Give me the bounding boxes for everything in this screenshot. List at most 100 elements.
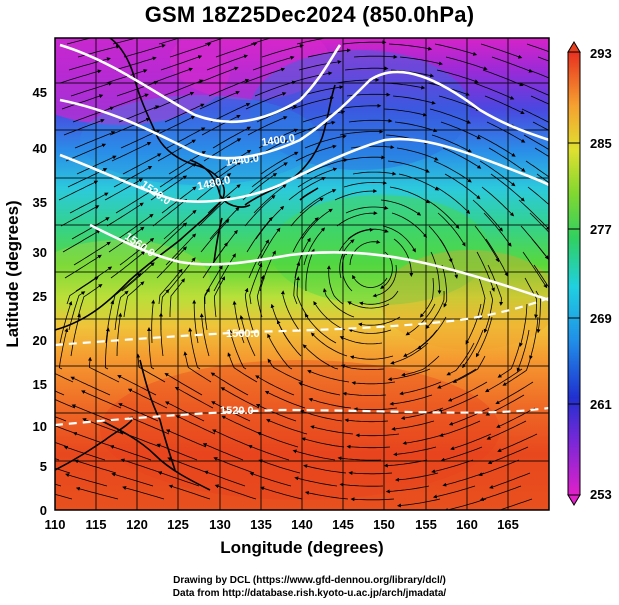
streamline [477,134,516,157]
streamline [158,268,183,305]
streamline [323,288,355,318]
streamline [289,71,333,84]
height-contours [55,43,549,427]
streamline [55,425,78,435]
streamline [353,407,398,412]
streamline [215,42,258,58]
streamline [300,85,344,97]
streamline [246,216,273,253]
streamline [239,314,256,357]
streamline [157,139,196,162]
streamline [444,498,487,510]
streamline [72,106,114,123]
streamline [388,43,433,51]
colorbar-label: 253 [590,487,612,502]
streamline [59,300,73,344]
streamline [117,375,157,396]
streamline [447,381,488,402]
y-axis: 0 5 10 15 20 25 30 35 40 45 [33,85,47,518]
streamline [164,372,203,396]
streamline [490,498,533,510]
streamline [60,205,100,227]
streamline [349,239,381,266]
streamline [243,67,286,84]
streamline [485,238,508,277]
streamline [490,173,525,202]
streamline [382,225,416,253]
streamline [304,490,349,500]
streamline [244,194,276,227]
streamline [474,225,500,263]
streamline [261,44,304,58]
streamline [389,394,433,406]
streamline [156,443,198,461]
streamline [221,415,262,435]
streamline [267,358,304,383]
streamline [156,246,187,279]
streamline [248,444,290,461]
streamline [341,155,386,162]
streamline [387,368,431,382]
streamline [531,238,549,261]
streamline [114,56,157,71]
streamline [253,184,287,214]
streamline [293,120,336,136]
streamline [347,301,390,309]
colorbar-label: 285 [590,136,612,151]
streamline [392,95,436,105]
streamline [444,173,481,200]
streamline [121,262,155,292]
streamline [113,166,153,188]
coastlines [55,38,336,491]
streamline [164,401,205,422]
streamline [303,227,326,266]
streamline [65,473,108,487]
contour-label: 1520.0 [220,405,254,417]
streamline [166,127,206,149]
y-tick-label: 25 [33,289,47,304]
streamline [393,238,414,277]
streamline [201,114,241,136]
streamline [204,287,210,331]
streamline [123,44,166,58]
streamline [521,108,549,123]
streamline [532,121,549,131]
streamline [116,312,123,357]
streamline [431,134,472,153]
streamline [536,173,549,184]
streamline [294,237,311,279]
streamline [488,147,526,172]
streamline [437,368,477,389]
streamline [395,472,439,482]
streamline [301,208,333,240]
credit-line-data: Data from http://database.rish.kyoto-u.a… [172,588,447,599]
streamline [197,66,239,84]
streamline [296,38,340,45]
streamline [169,278,185,317]
streamline [485,368,523,393]
streamline [497,433,538,453]
streamline [448,407,490,426]
streamline [123,281,145,318]
streamline [198,195,231,227]
streamline [297,167,338,188]
streamline [266,419,308,435]
y-tick-label: 30 [33,245,47,260]
streamline [294,476,338,487]
streamline [352,171,397,176]
streamline [389,186,431,204]
plot-frame [54,37,550,511]
streamline [487,446,529,465]
streamline [393,446,437,457]
streamline [399,381,442,396]
streamline [292,449,336,461]
streamline [429,108,472,124]
streamline [347,228,389,240]
y-tick-label: 15 [33,377,47,392]
x-axis: 110 115 120 125 130 135 140 145 150 155 … [45,517,519,532]
streamline [152,198,188,227]
streamline [313,301,346,331]
streamline [55,416,67,422]
x-tick-label: 140 [291,517,313,532]
streamline [352,274,388,288]
